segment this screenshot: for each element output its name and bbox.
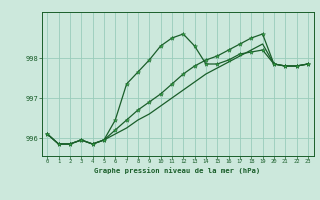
X-axis label: Graphe pression niveau de la mer (hPa): Graphe pression niveau de la mer (hPa) [94,167,261,174]
